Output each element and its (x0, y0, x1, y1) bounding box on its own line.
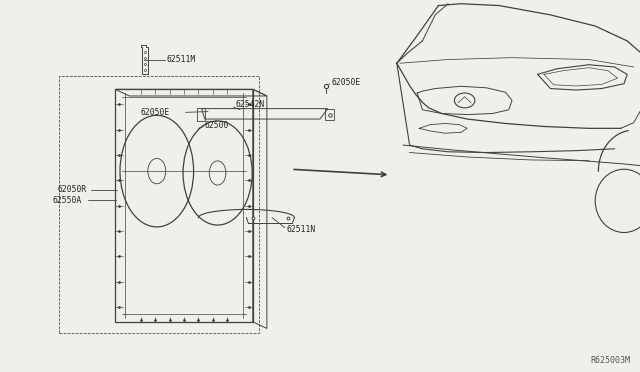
Text: R625003M: R625003M (590, 356, 630, 365)
Text: 62511M: 62511M (166, 55, 196, 64)
Text: 62511N: 62511N (287, 225, 316, 234)
Text: 62542N: 62542N (236, 100, 265, 109)
Text: 62050R: 62050R (58, 185, 87, 194)
Text: 62500: 62500 (205, 121, 229, 130)
Text: 62050E: 62050E (141, 108, 170, 117)
Text: 62050E: 62050E (332, 78, 361, 87)
Text: 62550A: 62550A (52, 196, 82, 205)
